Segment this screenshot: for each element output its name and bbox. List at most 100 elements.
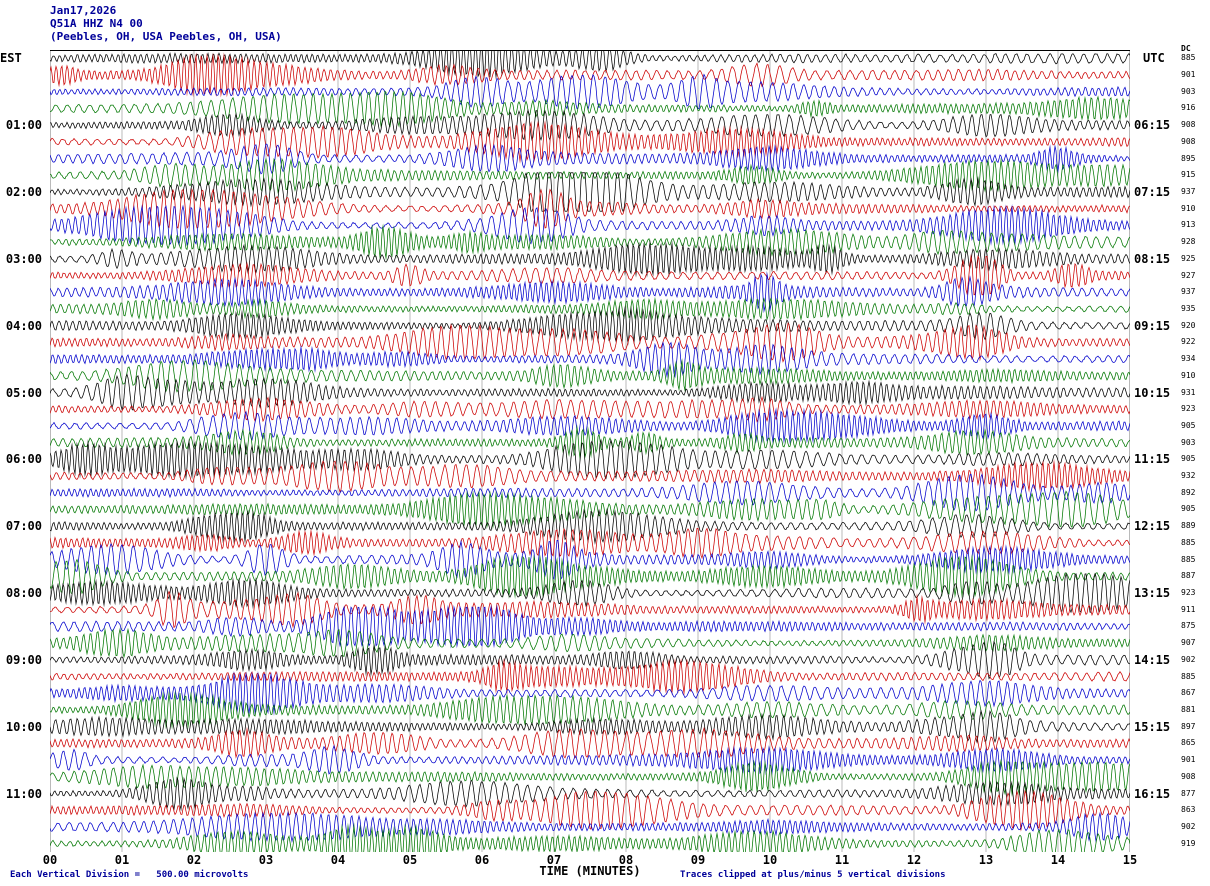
dc-offset-value: 923	[1181, 404, 1196, 414]
est-hour-label: 04:00	[5, 318, 42, 333]
x-tick-label: 12	[906, 853, 922, 867]
utc-hour-label: 12:15	[1134, 519, 1171, 534]
utc-hour-label: 10:15	[1134, 385, 1171, 400]
x-tick-label: 01	[114, 853, 130, 867]
dc-offset-value: 905	[1181, 504, 1196, 514]
utc-hour-label: 09:15	[1134, 318, 1171, 333]
dc-offset-value: 911	[1181, 604, 1196, 614]
dc-offset-value: 885	[1181, 53, 1196, 63]
dc-offset-value: 925	[1181, 253, 1196, 263]
utc-hour-label: 07:15	[1134, 185, 1171, 200]
header-station-code: Q51A HHZ N4 00	[50, 17, 143, 30]
seismogram-plot-area	[50, 50, 1130, 852]
header-station-location: (Peebles, OH, USA Peebles, OH, USA)	[50, 30, 282, 43]
clipping-note: Traces clipped at plus/minus 5 vertical …	[680, 870, 946, 880]
dc-offset-value: 907	[1181, 638, 1196, 648]
utc-hour-label: 06:15	[1134, 118, 1171, 133]
x-axis-ticks: 00 01 02 03 04 05 06 07 08 09 10 11 12 13 14 15	[43, 853, 1137, 867]
dc-values-column: 885 901 903 916 908 908 895 915 937 910 913 928 925 9…	[1181, 50, 1209, 852]
dc-offset-value: 867	[1181, 688, 1196, 698]
x-tick-label: 14	[1050, 853, 1066, 867]
x-axis-label: TIME (MINUTES)	[539, 864, 641, 878]
x-tick-label: 09	[690, 853, 706, 867]
dc-column-header: DC	[1181, 44, 1191, 53]
est-hour-label: 10:00	[5, 719, 42, 734]
dc-offset-value: 877	[1181, 788, 1196, 798]
dc-offset-value: 908	[1181, 136, 1196, 146]
dc-offset-value: 934	[1181, 354, 1196, 364]
dc-offset-value: 875	[1181, 621, 1196, 631]
dc-offset-value: 903	[1181, 437, 1196, 447]
x-tick-label: 04	[330, 853, 346, 867]
utc-hour-label: 14:15	[1134, 652, 1171, 667]
x-tick-label: 05	[402, 853, 418, 867]
dc-offset-value: 881	[1181, 704, 1196, 714]
x-tick-label: 00	[42, 853, 58, 867]
dc-offset-value: 901	[1181, 755, 1196, 765]
est-hour-label: 05:00	[5, 385, 42, 400]
dc-offset-value: 928	[1181, 237, 1196, 247]
x-tick-label: 02	[186, 853, 202, 867]
utc-hour-label: 11:15	[1134, 452, 1171, 467]
dc-offset-value: 910	[1181, 203, 1196, 213]
dc-offset-value: 905	[1181, 454, 1196, 464]
est-hour-label: 06:00	[5, 452, 42, 467]
seismogram-traces-canvas	[50, 50, 1130, 852]
dc-offset-value: 889	[1181, 521, 1196, 531]
est-hour-label: 03:00	[5, 251, 42, 266]
dc-offset-value: 902	[1181, 654, 1196, 664]
dc-offset-value: 885	[1181, 671, 1196, 681]
x-tick-label: 07	[546, 853, 562, 867]
dc-offset-value: 920	[1181, 320, 1196, 330]
est-hour-label: 11:00	[5, 786, 42, 801]
dc-offset-value: 905	[1181, 420, 1196, 430]
x-tick-label: 06	[474, 853, 490, 867]
utc-hour-label: 15:15	[1134, 719, 1171, 734]
dc-offset-value: 895	[1181, 153, 1196, 163]
x-tick-label: 08	[618, 853, 634, 867]
x-tick-label: 13	[978, 853, 994, 867]
dc-offset-value: 902	[1181, 821, 1196, 831]
est-hour-label: 09:00	[5, 652, 42, 667]
dc-offset-value: 863	[1181, 805, 1196, 815]
dc-offset-value: 937	[1181, 187, 1196, 197]
est-hour-label: 08:00	[5, 586, 42, 601]
left-timezone-label: EST	[0, 51, 22, 65]
dc-offset-value: 908	[1181, 120, 1196, 130]
dc-offset-value: 865	[1181, 738, 1196, 748]
dc-offset-value: 913	[1181, 220, 1196, 230]
est-hour-label: 07:00	[5, 519, 42, 534]
utc-hour-label: 16:15	[1134, 786, 1171, 801]
dc-offset-value: 901	[1181, 70, 1196, 80]
dc-offset-value: 916	[1181, 103, 1196, 113]
x-tick-label: 03	[258, 853, 274, 867]
dc-offset-value: 923	[1181, 588, 1196, 598]
dc-offset-value: 931	[1181, 387, 1196, 397]
dc-offset-value: 885	[1181, 537, 1196, 547]
dc-offset-value: 937	[1181, 287, 1196, 297]
utc-hour-label: 13:15	[1134, 586, 1171, 601]
header-date: Jan17,2026	[50, 4, 117, 17]
dc-offset-value: 910	[1181, 370, 1196, 380]
dc-offset-value: 935	[1181, 303, 1196, 313]
est-hour-label: 01:00	[5, 118, 42, 133]
utc-hour-labels-column: 06:15 07:15 08:15 09:15 10:15 11:15 12:15 13:15…	[1134, 50, 1180, 852]
dc-offset-value: 922	[1181, 337, 1196, 347]
dc-offset-value: 903	[1181, 86, 1196, 96]
right-timezone-label: UTC	[1143, 51, 1165, 65]
dc-offset-value: 892	[1181, 487, 1196, 497]
est-hour-label: 02:00	[5, 185, 42, 200]
dc-offset-value: 915	[1181, 170, 1196, 180]
dc-offset-value: 932	[1181, 471, 1196, 481]
dc-offset-value: 885	[1181, 554, 1196, 564]
dc-offset-value: 908	[1181, 771, 1196, 781]
dc-offset-value: 897	[1181, 721, 1196, 731]
utc-hour-label: 08:15	[1134, 251, 1171, 266]
vertical-scale-note: Each Vertical Division = 500.00 microvol…	[10, 870, 249, 880]
x-tick-label: 15	[1122, 853, 1138, 867]
x-tick-label: 11	[834, 853, 850, 867]
dc-offset-value: 927	[1181, 270, 1196, 280]
est-hour-labels-column: 01:00 02:00 03:00 04:00 05:00 06:00 07:00 08:00…	[0, 50, 46, 852]
dc-offset-value: 919	[1181, 838, 1196, 848]
